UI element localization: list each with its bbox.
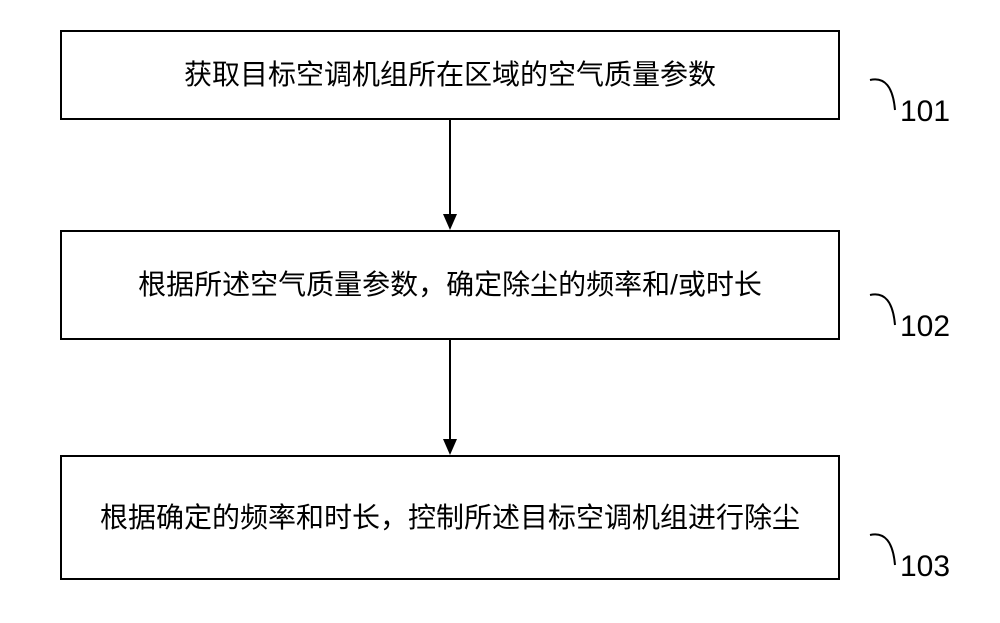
flow-step-101-text: 获取目标空调机组所在区域的空气质量参数 <box>184 54 716 96</box>
arrow-102-to-103 <box>440 340 460 457</box>
connector-curve-103 <box>865 525 905 575</box>
flow-step-102-text: 根据所述空气质量参数，确定除尘的频率和/或时长 <box>138 264 762 306</box>
connector-curve-101 <box>865 70 905 120</box>
flow-step-102-label: 102 <box>900 310 950 344</box>
arrow-101-to-102 <box>440 120 460 232</box>
flow-step-101: 获取目标空调机组所在区域的空气质量参数 <box>60 30 840 120</box>
flowchart-container: 获取目标空调机组所在区域的空气质量参数 101 根据所述空气质量参数，确定除尘的… <box>0 0 1000 623</box>
flow-step-101-label: 101 <box>900 95 950 129</box>
flow-step-103-text: 根据确定的频率和时长，控制所述目标空调机组进行除尘 <box>100 497 800 539</box>
flow-step-102: 根据所述空气质量参数，确定除尘的频率和/或时长 <box>60 230 840 340</box>
flow-step-103: 根据确定的频率和时长，控制所述目标空调机组进行除尘 <box>60 455 840 580</box>
flow-step-103-label: 103 <box>900 550 950 584</box>
connector-curve-102 <box>865 285 905 335</box>
